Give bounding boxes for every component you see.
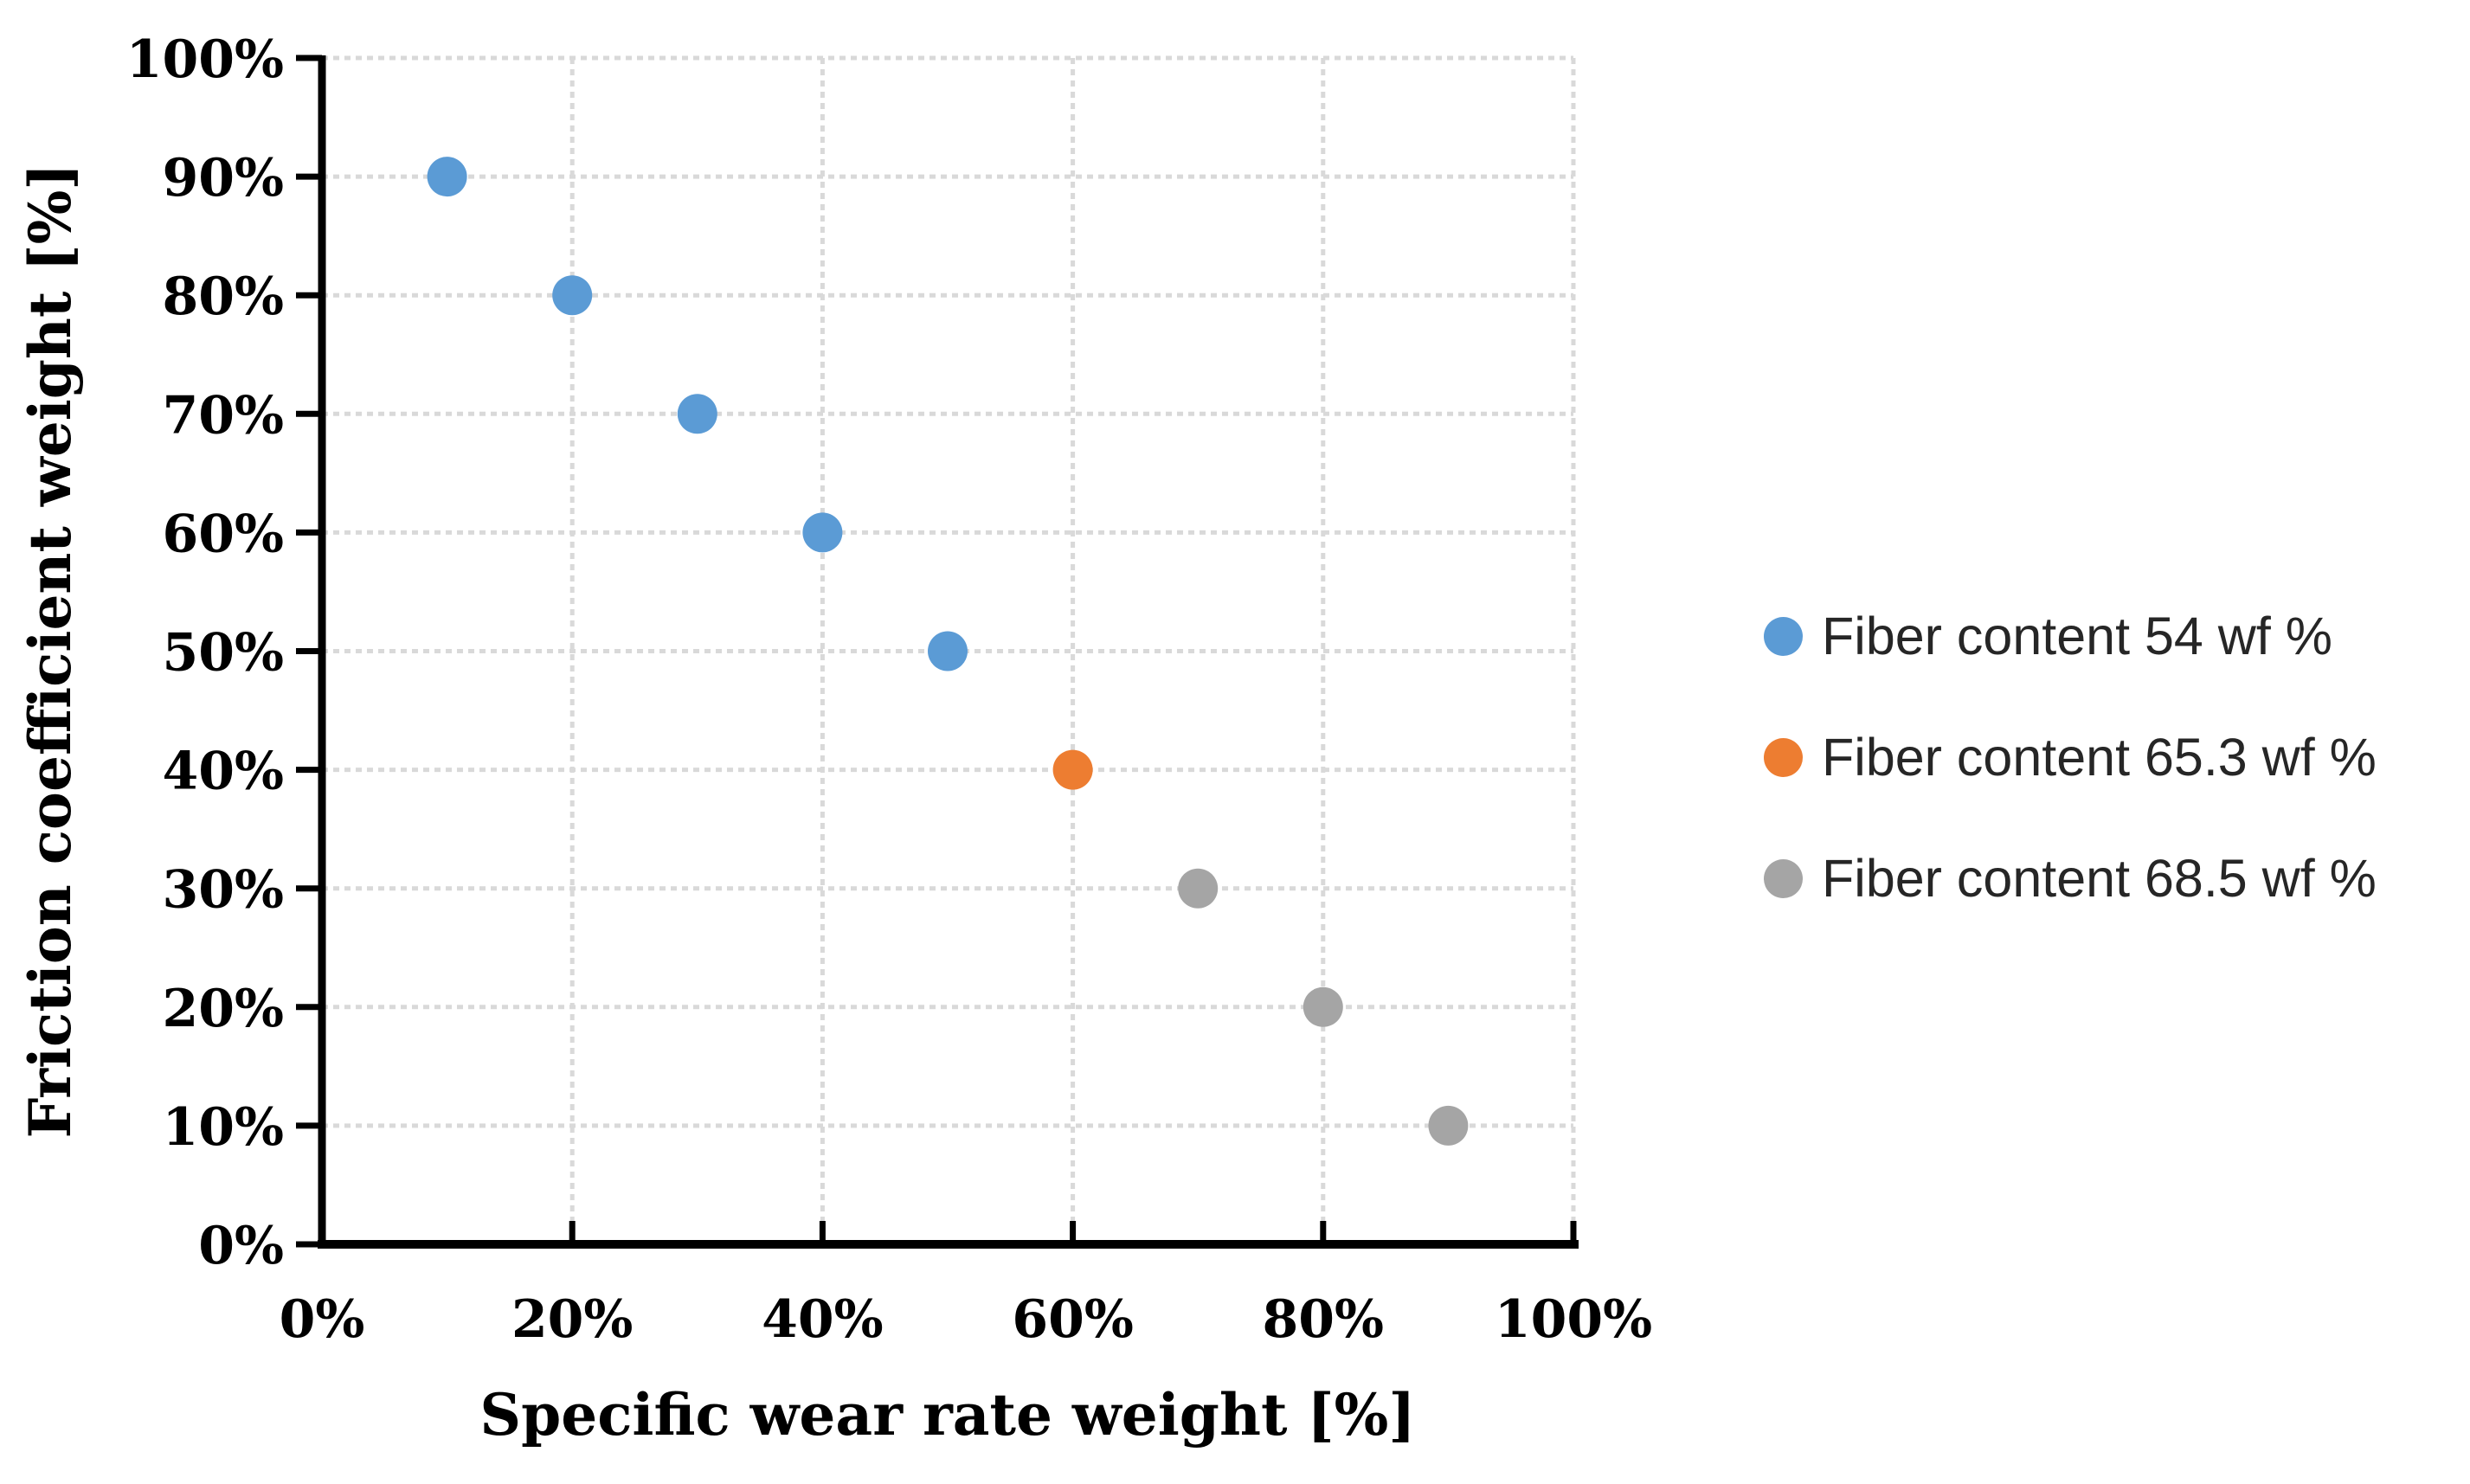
x-axis-title: Specific wear rate weight [%]: [479, 1381, 1416, 1449]
x-tick-label: 0%: [280, 1289, 365, 1350]
legend-marker-icon: [1764, 858, 1803, 898]
data-point-series-3: [1178, 868, 1219, 909]
y-tick-label: 40%: [162, 742, 284, 802]
x-tick-label: 100%: [1495, 1289, 1652, 1350]
legend-marker-icon: [1764, 737, 1803, 777]
data-point-series-1: [427, 157, 467, 197]
y-tick-label: 10%: [162, 1097, 284, 1158]
x-tick-label: 80%: [1263, 1289, 1385, 1350]
data-point-series-3: [1303, 986, 1343, 1027]
y-tick-label: 80%: [162, 267, 284, 327]
legend-item: Fiber content 68.5 wf %: [1764, 818, 2377, 939]
legend-marker-icon: [1764, 616, 1803, 656]
y-axis-title: Friction coefficient weight [%]: [16, 163, 84, 1139]
y-tick-label: 70%: [162, 385, 284, 446]
data-point-series-1: [928, 631, 968, 671]
legend-label: Fiber content 68.5 wf %: [1822, 849, 2377, 908]
y-tick-label: 60%: [162, 504, 284, 564]
y-tick-label: 20%: [162, 979, 284, 1039]
y-tick-label: 50%: [162, 623, 284, 684]
x-tick-label: 60%: [1012, 1289, 1134, 1350]
data-point-series-1: [552, 275, 593, 316]
legend-label: Fiber content 65.3 wf %: [1822, 728, 2377, 787]
data-point-series-1: [677, 394, 717, 434]
legend-label: Fiber content 54 wf %: [1822, 607, 2332, 665]
data-point-series-2: [1052, 749, 1093, 790]
data-point-series-1: [802, 512, 843, 553]
legend-item: Fiber content 65.3 wf %: [1764, 697, 2377, 818]
y-tick-label: 0%: [198, 1216, 284, 1276]
legend: Fiber content 54 wf % Fiber content 65.3 …: [1764, 575, 2377, 939]
y-tick-label: 30%: [162, 860, 284, 921]
x-tick-label: 40%: [762, 1289, 884, 1350]
y-tick-label: 90%: [162, 148, 284, 209]
y-tick-label: 100%: [126, 29, 284, 90]
legend-item: Fiber content 54 wf %: [1764, 575, 2377, 697]
data-point-series-3: [1428, 1105, 1469, 1146]
x-tick-label: 20%: [511, 1289, 634, 1350]
